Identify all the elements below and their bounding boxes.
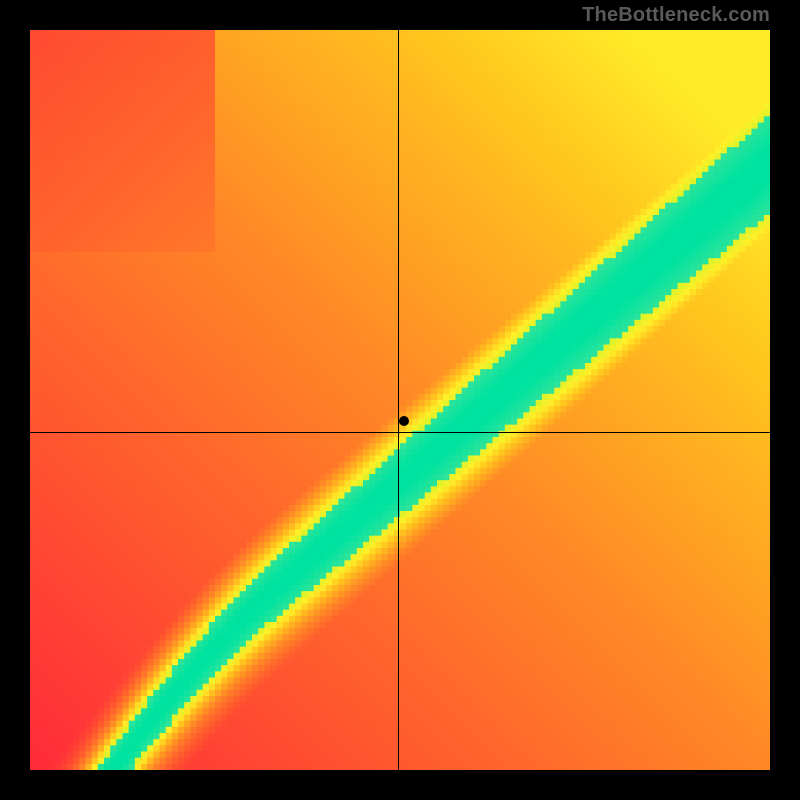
crosshair-vertical	[398, 30, 399, 770]
plot-area	[30, 30, 770, 770]
selected-point-marker	[399, 416, 409, 426]
crosshair-horizontal	[30, 432, 770, 433]
bottleneck-heatmap	[30, 30, 770, 770]
watermark-text: TheBottleneck.com	[582, 4, 770, 27]
